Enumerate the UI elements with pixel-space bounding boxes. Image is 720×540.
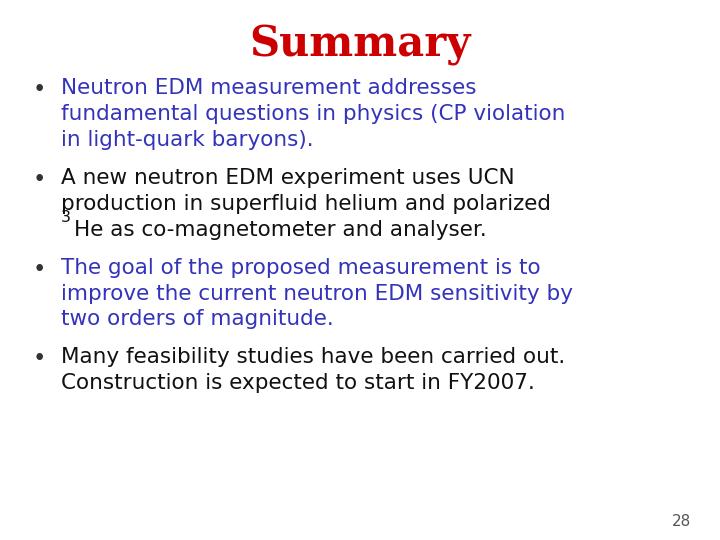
Text: 3: 3: [61, 210, 71, 225]
Text: fundamental questions in physics (CP violation: fundamental questions in physics (CP vio…: [61, 104, 566, 124]
Text: •: •: [33, 78, 46, 102]
Text: in light-quark baryons).: in light-quark baryons).: [61, 130, 314, 150]
Text: •: •: [33, 347, 46, 370]
Text: Construction is expected to start in FY2007.: Construction is expected to start in FY2…: [61, 373, 535, 393]
Text: 28: 28: [672, 514, 691, 529]
Text: two orders of magnitude.: two orders of magnitude.: [61, 309, 334, 329]
Text: A new neutron EDM experiment uses UCN: A new neutron EDM experiment uses UCN: [61, 168, 515, 188]
Text: Neutron EDM measurement addresses: Neutron EDM measurement addresses: [61, 78, 477, 98]
Text: Summary: Summary: [249, 24, 471, 66]
Text: He as co-magnetometer and analyser.: He as co-magnetometer and analyser.: [74, 220, 487, 240]
Text: production in superfluid helium and polarized: production in superfluid helium and pola…: [61, 194, 552, 214]
Text: •: •: [33, 258, 46, 281]
Text: •: •: [33, 168, 46, 191]
Text: improve the current neutron EDM sensitivity by: improve the current neutron EDM sensitiv…: [61, 284, 573, 303]
Text: The goal of the proposed measurement is to: The goal of the proposed measurement is …: [61, 258, 541, 278]
Text: Many feasibility studies have been carried out.: Many feasibility studies have been carri…: [61, 347, 565, 367]
